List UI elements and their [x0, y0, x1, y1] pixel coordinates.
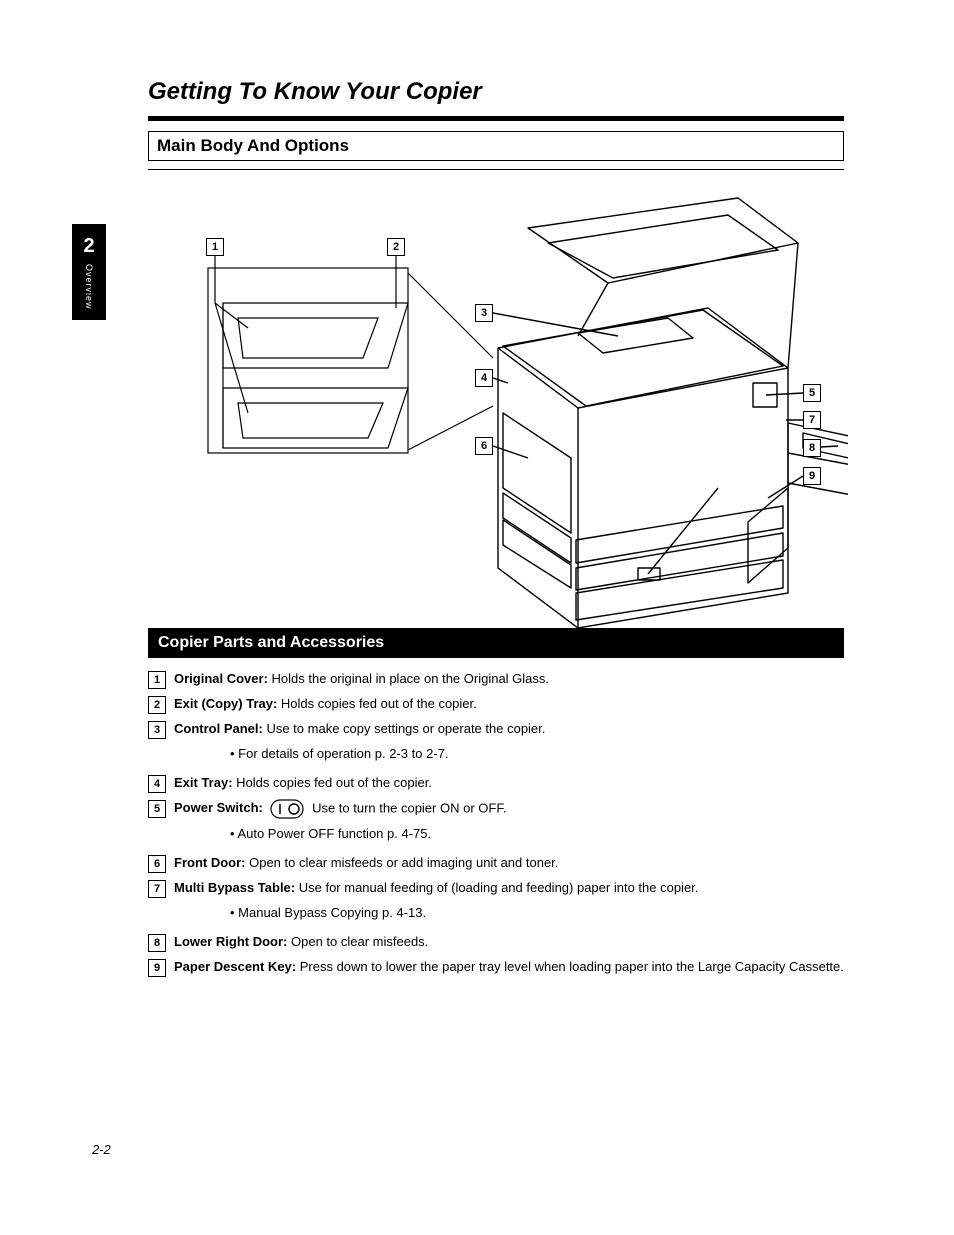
section-title-box: Main Body And Options	[148, 131, 844, 161]
item-note: • Manual Bypass Copying p. 4-13.	[230, 904, 844, 923]
item-text: Front Door: Open to clear misfeeds or ad…	[174, 854, 844, 873]
side-tab-label: Overview	[84, 264, 94, 310]
callout-1: 1	[206, 238, 224, 256]
item-row: 5 Power Switch: Use to turn the copier ON…	[148, 799, 844, 819]
item-text: Control Panel: Use to make copy settings…	[174, 720, 844, 739]
item-row: 8 Lower Right Door: Open to clear misfeed…	[148, 933, 844, 952]
side-tab: 2 Overview	[72, 224, 106, 320]
description-header: Copier Parts and Accessories	[148, 628, 844, 658]
rule-thin	[148, 169, 844, 170]
items-list: 1 Original Cover: Holds the original in p…	[148, 670, 844, 977]
callout-7: 7	[803, 411, 821, 429]
rule-thick	[148, 116, 844, 121]
callout-8: 8	[803, 439, 821, 457]
callout-9: 9	[803, 467, 821, 485]
item-number-box: 4	[148, 775, 166, 793]
callout-3: 3	[475, 304, 493, 322]
side-tab-number: 2	[83, 235, 94, 258]
chapter-title: Getting To Know Your Copier	[92, 78, 844, 106]
item-number-box: 1	[148, 671, 166, 689]
item-number-box: 5	[148, 800, 166, 818]
item-text: Power Switch: Use to turn the copier ON …	[174, 799, 844, 819]
item-text: Original Cover: Holds the original in pl…	[174, 670, 844, 689]
item-note: • Auto Power OFF function p. 4-75.	[230, 825, 844, 844]
item-number-box: 6	[148, 855, 166, 873]
item-number-box: 7	[148, 880, 166, 898]
item-number-box: 9	[148, 959, 166, 977]
item-text: Exit (Copy) Tray: Holds copies fed out o…	[174, 695, 844, 714]
item-row: 3 Control Panel: Use to make copy setting…	[148, 720, 844, 739]
item-row: 9 Paper Descent Key: Press down to lower …	[148, 958, 844, 977]
item-text: Multi Bypass Table: Use for manual feedi…	[174, 879, 844, 898]
page-number: 2-2	[92, 1142, 111, 1157]
item-row: 2 Exit (Copy) Tray: Holds copies fed out …	[148, 695, 844, 714]
callout-5: 5	[803, 384, 821, 402]
item-row: 7 Multi Bypass Table: Use for manual feed…	[148, 879, 844, 898]
item-row: 4 Exit Tray: Holds copies fed out of the …	[148, 774, 844, 793]
item-row: 6 Front Door: Open to clear misfeeds or a…	[148, 854, 844, 873]
item-text: Lower Right Door: Open to clear misfeeds…	[174, 933, 844, 952]
item-number-box: 8	[148, 934, 166, 952]
item-note: • For details of operation p. 2-3 to 2-7…	[230, 745, 844, 764]
copier-diagram: 1 2 3 4 6 5 7 8 9	[148, 188, 844, 628]
callout-2: 2	[387, 238, 405, 256]
item-text: Paper Descent Key: Press down to lower t…	[174, 958, 844, 977]
callout-4: 4	[475, 369, 493, 387]
callout-6: 6	[475, 437, 493, 455]
item-text: Exit Tray: Holds copies fed out of the c…	[174, 774, 844, 793]
item-number-box: 2	[148, 696, 166, 714]
item-number-box: 3	[148, 721, 166, 739]
item-row: 1 Original Cover: Holds the original in p…	[148, 670, 844, 689]
